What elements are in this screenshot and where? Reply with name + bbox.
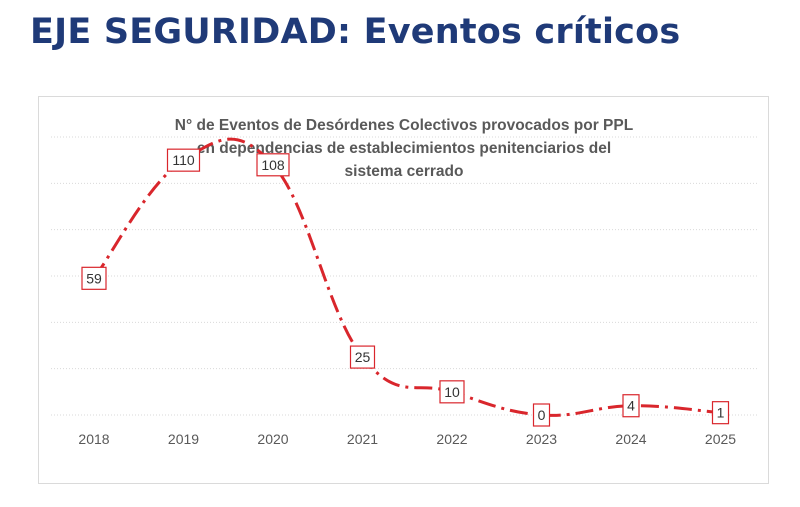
data-label-text: 0: [538, 407, 546, 423]
data-label-text: 110: [172, 152, 195, 168]
data-label-box: [166, 148, 201, 172]
gridlines: [51, 136, 759, 416]
data-labels: 59 110 108 25 10 0 4 1: [81, 148, 730, 427]
x-tick-label: 2022: [436, 431, 467, 447]
data-label-text: 25: [355, 349, 371, 365]
x-tick-label: 2021: [347, 431, 378, 447]
data-label-text: 108: [261, 157, 285, 173]
data-label: 108: [256, 153, 290, 177]
x-tick-label: 2018: [78, 431, 109, 447]
data-label: 0: [532, 403, 551, 427]
chart-title: N° de Eventos de Desórdenes Colectivos p…: [175, 117, 633, 180]
x-axis: 2018 2019 2020 2021 2022 2023 2024 2025: [78, 431, 736, 447]
data-label-box: [349, 345, 376, 369]
x-tick-label: 2024: [615, 431, 646, 447]
chart-panel: N° de Eventos de Desórdenes Colectivos p…: [38, 96, 769, 484]
page-title: EJE SEGURIDAD: Eventos críticos: [30, 12, 681, 52]
data-label-box: [622, 394, 640, 418]
data-label-box: [439, 380, 465, 404]
data-label: 1: [711, 401, 730, 425]
data-label-box: [81, 266, 107, 290]
data-label-text: 59: [86, 270, 102, 286]
x-tick-label: 2023: [526, 431, 557, 447]
data-label: 25: [349, 345, 376, 369]
data-label: 10: [439, 380, 465, 404]
data-label: 4: [622, 394, 640, 418]
data-label-box: [532, 403, 551, 427]
x-tick-label: 2025: [705, 431, 736, 447]
data-label-text: 10: [444, 384, 460, 400]
data-label-text: 4: [627, 398, 635, 414]
chart-title-line: sistema cerrado: [345, 163, 464, 180]
x-tick-label: 2020: [257, 431, 288, 447]
line-chart: N° de Eventos de Desórdenes Colectivos p…: [51, 117, 759, 447]
chart-title-line: en dependencias de establecimientos peni…: [197, 140, 611, 157]
x-tick-label: 2019: [168, 431, 199, 447]
data-label: 110: [166, 148, 201, 172]
chart-title-line: N° de Eventos de Desórdenes Colectivos p…: [175, 117, 633, 134]
data-label-box: [711, 401, 730, 425]
data-label-text: 1: [717, 405, 725, 421]
data-label: 59: [81, 266, 107, 290]
series-line: [92, 137, 721, 417]
data-label-box: [256, 153, 290, 177]
series-line-group: [92, 137, 721, 417]
